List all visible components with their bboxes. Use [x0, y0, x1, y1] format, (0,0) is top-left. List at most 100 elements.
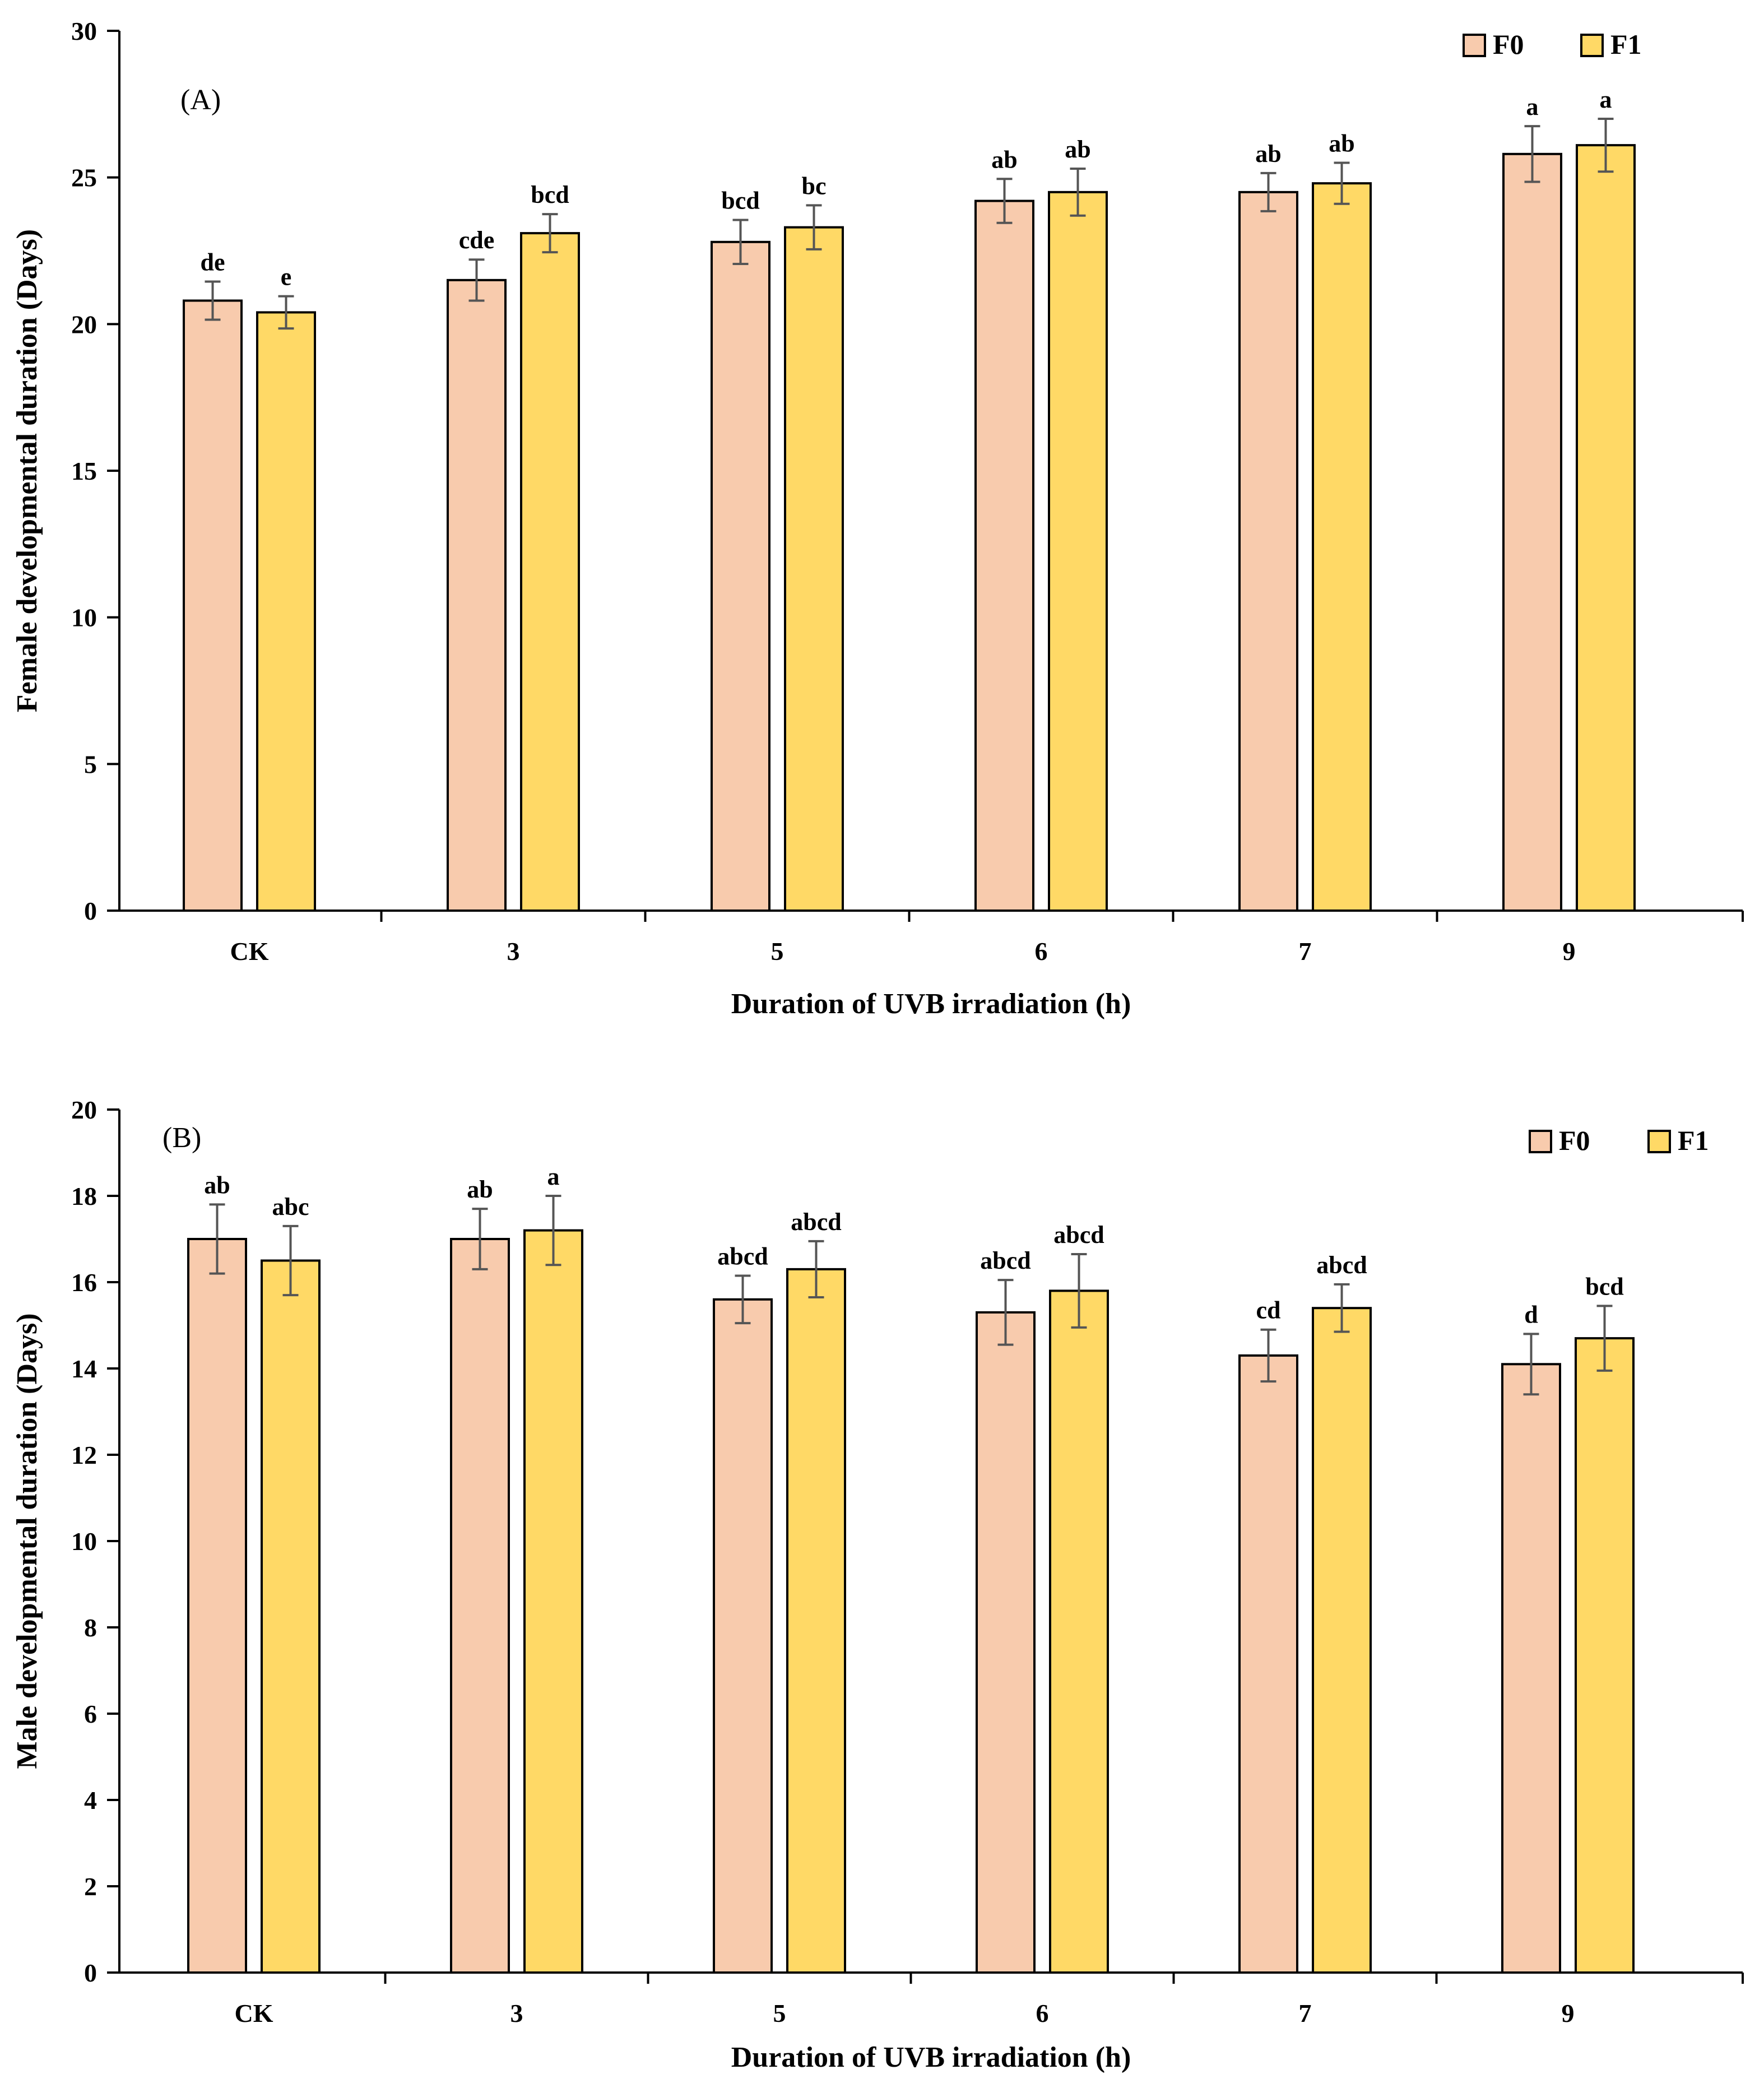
significance-letter: abcd	[1053, 1221, 1104, 1249]
bar-f0	[976, 1311, 1036, 1974]
error-bar	[1598, 118, 1614, 173]
y-axis-title: Female developmental duration (Days)	[11, 229, 43, 712]
x-tick-label: 3	[510, 1999, 523, 2027]
panel-label: (B)	[163, 1122, 201, 1154]
chart-panel-a: 0 5 10 15 20 25 30 CK 3 5 6 7 9 de cde bcd ab ab a e bcd bc ab…	[11, 17, 1744, 1020]
bar-f0	[1238, 191, 1298, 912]
x-tick-label: 9	[1562, 1999, 1575, 2027]
significance-letter: bcd	[1585, 1273, 1623, 1300]
significance-letter: ab	[1329, 130, 1354, 157]
significance-letter: abc	[272, 1193, 309, 1221]
significance-letter: abcd	[717, 1242, 768, 1270]
significance-letter: abcd	[980, 1247, 1030, 1274]
error-bar	[545, 1195, 561, 1266]
legend-swatch-f0	[1463, 34, 1486, 57]
y-tick-label: 15	[71, 457, 97, 485]
error-bar	[472, 1208, 488, 1270]
y-tick-label: 30	[71, 17, 97, 45]
bar-f1	[1575, 1337, 1635, 1974]
x-tick-label: CK	[230, 937, 269, 966]
y-tick-label: 12	[71, 1441, 97, 1469]
bar-f0	[450, 1238, 510, 1974]
y-tick-label: 10	[71, 1527, 97, 1556]
error-bar	[997, 1279, 1014, 1346]
y-tick-label: 16	[71, 1268, 97, 1297]
error-bar	[1260, 1328, 1276, 1383]
bar-f1	[1312, 182, 1372, 912]
y-tick-label: 6	[84, 1700, 97, 1728]
significance-letter: cde	[459, 226, 495, 254]
legend-label-f0: F0	[1559, 1125, 1590, 1156]
bar-f0	[974, 199, 1034, 912]
significance-letter: ab	[467, 1176, 493, 1203]
error-bar	[282, 1224, 299, 1297]
y-tick-label: 4	[84, 1786, 97, 1815]
significance-letter: a	[1526, 93, 1539, 120]
bar-f1	[1576, 144, 1636, 912]
error-bar	[468, 258, 485, 302]
error-bar	[1070, 167, 1086, 217]
error-bar	[278, 295, 294, 330]
bar-f1	[1049, 1289, 1109, 1974]
error-bar	[735, 1274, 751, 1325]
bar-f1	[520, 232, 580, 912]
y-tick-label: 20	[71, 310, 97, 338]
panel-label: (A)	[180, 84, 221, 116]
legend-swatch-f0	[1529, 1130, 1552, 1153]
error-bar	[806, 204, 822, 250]
y-tick-label: 25	[71, 164, 97, 192]
x-tick-label: 6	[1036, 1999, 1049, 2027]
x-tick-label: 7	[1299, 937, 1312, 966]
x-tick-label: 5	[771, 937, 784, 966]
x-tick-label: 6	[1035, 937, 1048, 966]
significance-letter: bcd	[721, 187, 759, 215]
bar-f0	[713, 1298, 773, 1974]
x-tick-label: 5	[773, 1999, 786, 2027]
significance-letter: e	[281, 263, 292, 291]
error-bar	[808, 1240, 824, 1298]
x-tick-label: 3	[507, 937, 520, 966]
y-tick-label: 5	[84, 750, 97, 778]
legend-swatch-f1	[1647, 1130, 1671, 1153]
x-axis-title: Duration of UVB irradiation (h)	[731, 988, 1131, 1020]
x-tick-label: 9	[1563, 937, 1576, 966]
x-axis-title: Duration of UVB irradiation (h)	[731, 2041, 1131, 2073]
error-bar	[732, 219, 749, 266]
legend-swatch-f1	[1580, 34, 1604, 57]
significance-letter: bcd	[531, 181, 569, 208]
legend-label-f1: F1	[1610, 29, 1642, 60]
bar-f1	[261, 1259, 321, 1974]
significance-letter: ab	[1065, 136, 1090, 163]
significance-letter: ab	[991, 146, 1017, 173]
error-bar	[542, 213, 558, 254]
y-tick-label: 18	[71, 1182, 97, 1210]
bar-f0	[1501, 1363, 1561, 1974]
y-tick-label: 8	[84, 1613, 97, 1642]
error-bar	[1334, 1283, 1350, 1333]
bar-f1	[784, 226, 844, 912]
y-tick-label: 10	[71, 604, 97, 632]
y-tick-label: 20	[71, 1096, 97, 1124]
bar-f0	[187, 1238, 247, 1974]
significance-letter: d	[1524, 1301, 1538, 1328]
error-bar	[1523, 1333, 1539, 1396]
bar-f1	[256, 311, 316, 912]
significance-letter: a	[547, 1163, 560, 1190]
x-tick-label: 7	[1299, 1999, 1312, 2027]
legend: F0 F1	[1463, 29, 1642, 60]
significance-letter: ab	[204, 1171, 230, 1199]
y-tick-label: 0	[84, 897, 97, 925]
bar-f1	[1312, 1307, 1372, 1974]
significance-letter: abcd	[791, 1208, 841, 1236]
y-tick-label: 0	[84, 1959, 97, 1987]
y-tick-label: 2	[84, 1872, 97, 1901]
y-axis-title: Male developmental duration (Days)	[11, 1313, 43, 1769]
significance-letter: de	[201, 248, 225, 276]
significance-letter: a	[1600, 86, 1612, 113]
error-bar	[996, 178, 1013, 224]
error-bar	[1071, 1252, 1087, 1329]
bar-f0	[1238, 1354, 1298, 1974]
